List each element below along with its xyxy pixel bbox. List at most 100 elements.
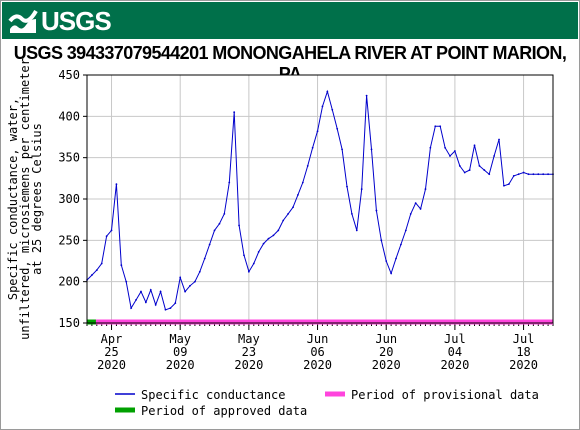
data-point [336,127,339,130]
data-point [208,243,211,246]
x-tick-label: May [238,332,260,346]
data-point [458,165,461,167]
data-point [385,260,388,262]
data-point [375,209,378,212]
data-point [311,146,314,149]
legend-label-conductance: Specific conductance [141,388,286,402]
data-point [272,234,275,237]
data-point [331,108,334,111]
data-point [297,193,299,196]
data-point [434,125,437,128]
data-point [110,229,113,232]
data-point [144,301,147,304]
data-point [400,243,402,246]
usgs-banner: USGS [2,2,578,39]
data-point [247,270,250,273]
x-tick-label: 18 [516,345,530,359]
data-point [218,222,221,225]
data-point [149,289,152,291]
data-point [542,173,545,176]
data-point [277,229,280,232]
data-point [468,169,471,171]
data-point [105,235,108,238]
x-tick-label: 2020 [372,358,401,372]
data-point [189,284,191,287]
data-point [203,257,206,260]
data-point [419,208,422,210]
x-tick-label: 2020 [440,358,469,372]
data-point [252,262,255,265]
y-tick-label: 250 [58,233,80,247]
data-point [346,185,348,188]
data-point [154,303,157,306]
series-line [86,89,553,311]
data-point [228,181,231,184]
data-point [380,239,383,242]
y-axis-label: unfiltered, microsiemens per centimeter [18,58,32,340]
y-tick-label: 450 [58,68,80,82]
data-point [100,262,103,265]
data-point [184,290,187,293]
data-point [194,280,196,283]
y-axis-label: at 25 degrees Celsius [30,123,44,275]
data-point [174,302,177,305]
x-tick-label: 09 [173,345,187,359]
data-point [341,148,343,151]
data-point [243,254,245,257]
data-point [522,171,525,174]
x-tick-label: Jun [307,332,329,346]
data-point [292,206,294,209]
y-tick-label: 350 [58,151,80,165]
data-point [164,308,167,311]
x-tick-label: Jul [513,332,535,346]
data-point [493,155,496,157]
data-point [326,90,329,93]
data-point [360,188,363,190]
data-point [517,173,520,176]
data-point [449,155,451,157]
x-tick-label: 23 [242,345,256,359]
usgs-logo-text: USGS [41,6,112,36]
x-tick-label: 2020 [166,358,195,372]
x-tick-label: 04 [448,345,462,359]
data-point [233,111,236,114]
data-point [287,212,290,215]
data-point [135,298,137,301]
data-point [512,174,515,177]
usgs-logo[interactable]: USGS [8,5,118,37]
data-point [473,144,476,147]
data-point [355,229,358,232]
data-point [301,181,304,184]
data-point [424,188,427,190]
data-point [547,173,549,176]
data-point [159,290,162,293]
x-tick-label: 2020 [234,358,263,372]
x-tick-label: 25 [104,345,118,359]
data-point [537,173,540,176]
data-point [282,219,285,222]
x-tick-label: Apr [101,332,123,346]
data-point [350,212,353,215]
data-point [179,276,182,279]
data-point [223,212,226,215]
data-point [483,169,486,171]
data-point [503,184,505,187]
data-point [395,257,397,260]
data-point [409,212,412,215]
data-point [404,229,407,232]
data-point [498,138,500,141]
x-tick-label: 2020 [509,358,538,372]
data-point [262,242,265,245]
x-tick-label: Jul [444,332,466,346]
data-point [257,251,260,253]
data-point [370,148,373,151]
x-tick-label: May [169,332,191,346]
data-point [488,173,491,176]
data-point [91,274,93,276]
data-point [120,264,123,267]
legend-label-approved: Period of approved data [141,404,307,418]
data-point [463,171,466,174]
x-tick-label: 2020 [303,358,332,372]
